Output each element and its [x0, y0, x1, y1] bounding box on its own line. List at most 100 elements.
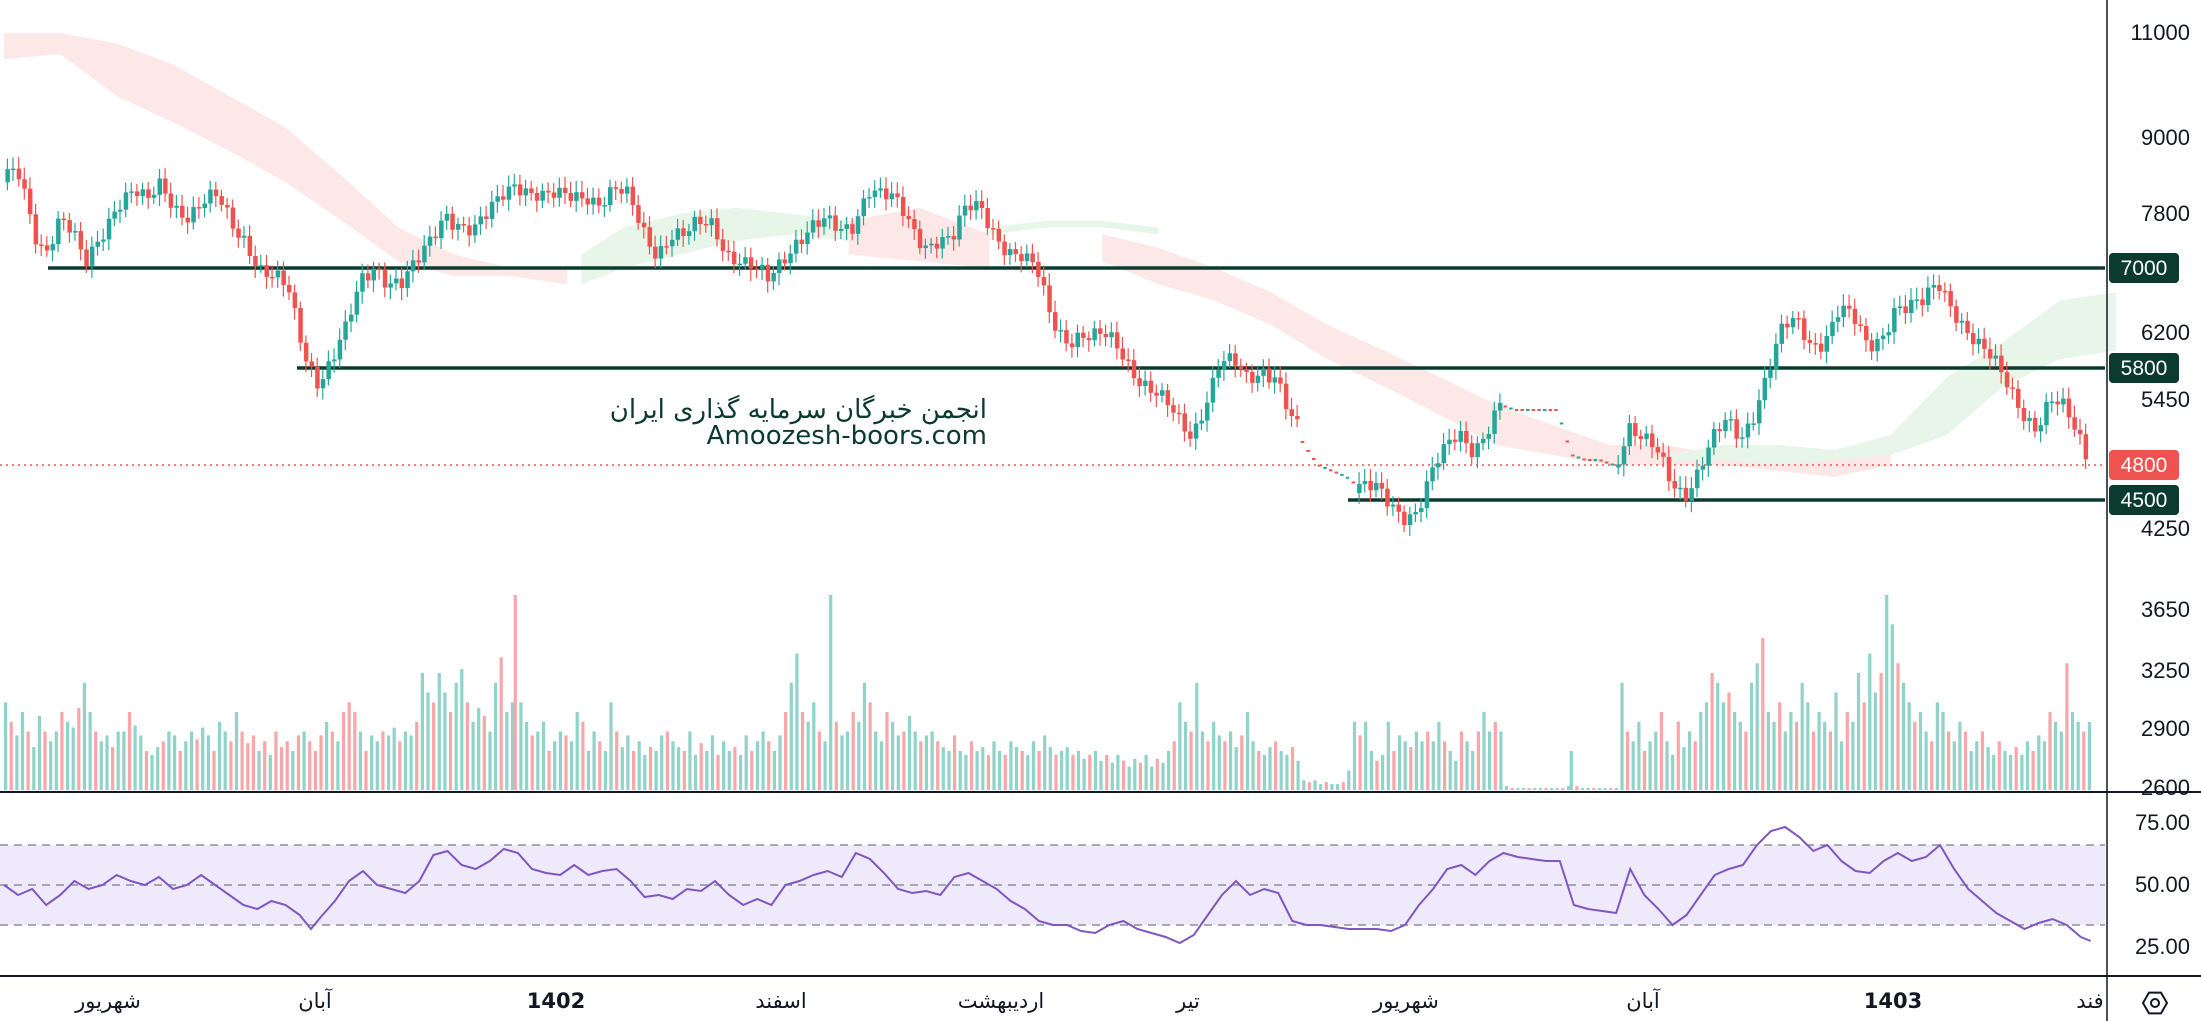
volume-bar — [274, 731, 278, 790]
volume-bar — [846, 731, 850, 790]
candle — [484, 216, 489, 219]
candle — [1148, 380, 1154, 393]
candle — [1599, 459, 1603, 462]
volume-bar — [1319, 784, 1323, 790]
volume-bar — [1648, 741, 1652, 791]
candle — [1954, 306, 1959, 323]
settings-button[interactable] — [2141, 991, 2169, 1015]
volume-bar — [598, 741, 602, 791]
candle — [1537, 409, 1541, 411]
candle — [906, 216, 911, 219]
volume-bar — [240, 731, 244, 790]
candle — [1987, 349, 1993, 359]
volume-bar — [409, 735, 413, 790]
candle — [1300, 441, 1305, 443]
candle — [900, 197, 906, 216]
volume-bar — [1840, 741, 1844, 791]
volume-bar — [1352, 721, 1357, 791]
candle — [968, 205, 973, 211]
price-tick-label: 2600 — [2141, 775, 2190, 800]
volume-bar — [1217, 735, 1221, 790]
volume-bar — [1688, 731, 1692, 790]
candle — [1396, 504, 1401, 512]
candle — [343, 321, 348, 340]
candle — [2027, 417, 2032, 421]
level-badge-text: 4500 — [2121, 489, 2168, 512]
candle — [1221, 361, 1227, 370]
volume-bar — [1488, 731, 1492, 790]
candle — [1548, 409, 1553, 411]
volume-bar — [1597, 788, 1602, 790]
candle — [568, 193, 574, 201]
candle — [1188, 431, 1193, 439]
candle — [472, 224, 478, 236]
date-label: اسفند — [755, 989, 806, 1013]
candle — [799, 239, 804, 245]
candle — [275, 270, 281, 278]
candle — [106, 218, 112, 240]
candle — [1131, 360, 1137, 379]
volume-bar — [953, 735, 957, 790]
candle — [686, 231, 692, 236]
volume-bar — [1268, 747, 1272, 790]
volume-bar — [1879, 673, 1883, 790]
candle — [670, 239, 675, 247]
price-tick-label: 7800 — [2141, 201, 2190, 226]
volume-bar — [1251, 741, 1255, 791]
candle — [861, 198, 866, 217]
volume-bar — [1952, 741, 1956, 791]
candle — [1024, 253, 1030, 262]
candle — [1762, 377, 1768, 401]
volume-bar — [2025, 741, 2030, 791]
volume-bar — [218, 721, 222, 791]
candle — [1199, 420, 1204, 424]
volume-bar — [1533, 788, 1537, 790]
volume-bar — [499, 657, 503, 790]
volume-bar — [178, 751, 182, 790]
candle — [1740, 437, 1745, 439]
candle — [608, 187, 613, 205]
candle — [1328, 469, 1333, 472]
candle — [1830, 321, 1835, 337]
candle — [467, 225, 472, 236]
candle — [1114, 332, 1120, 349]
candle — [489, 201, 495, 219]
volume-bar — [370, 735, 374, 790]
candle — [22, 179, 27, 189]
candle — [157, 178, 162, 195]
candle — [33, 214, 39, 245]
candle — [1092, 328, 1097, 341]
level-badge — [2109, 353, 2179, 383]
volume-bar — [257, 751, 261, 790]
candle — [196, 207, 202, 209]
volume-bar — [1200, 731, 1204, 790]
candle — [394, 278, 399, 284]
candle — [884, 188, 889, 200]
volume-bar — [2054, 721, 2058, 791]
candle — [219, 196, 224, 205]
candle — [1069, 343, 1075, 348]
volume-bar — [20, 712, 25, 790]
volume-bar — [1054, 754, 1058, 790]
volume-bar — [1626, 731, 1630, 790]
volume-bar — [1721, 702, 1725, 791]
volume-bar — [1586, 788, 1590, 790]
cloud-bearish — [4, 33, 568, 285]
volume-bar — [330, 731, 334, 790]
candle — [1250, 371, 1255, 383]
volume-bar — [1544, 788, 1548, 790]
volume-bar — [1290, 747, 1295, 790]
candle — [1007, 249, 1013, 256]
volume-bar — [251, 735, 255, 790]
candle — [557, 187, 562, 198]
volume-bar — [1009, 741, 1013, 791]
candle — [2016, 388, 2021, 408]
volume-bar — [460, 669, 464, 790]
volume-bar — [71, 727, 75, 790]
volume-bar — [99, 741, 103, 791]
volume-bar — [482, 715, 486, 790]
volume-bar — [1980, 731, 1984, 790]
candle — [281, 270, 286, 285]
volume-bar — [840, 735, 844, 790]
